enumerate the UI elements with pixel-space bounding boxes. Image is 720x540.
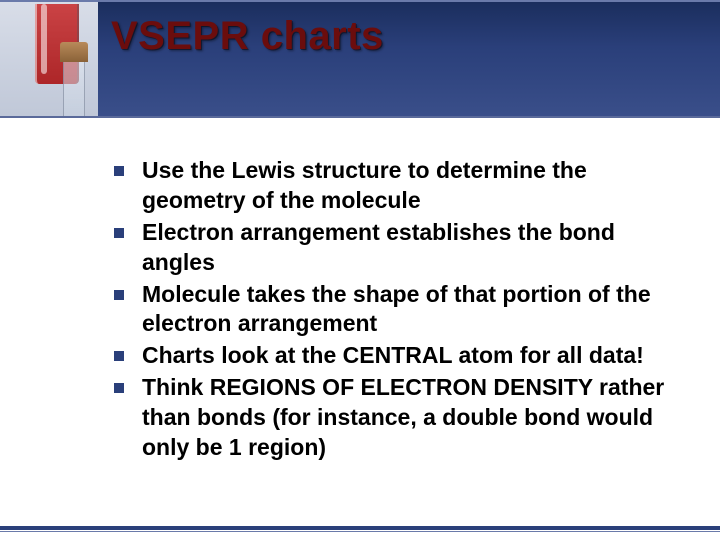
square-bullet-icon bbox=[114, 383, 124, 393]
list-item: Molecule takes the shape of that portion… bbox=[114, 280, 674, 340]
header-top-accent bbox=[0, 0, 720, 2]
list-item: Electron arrangement establishes the bon… bbox=[114, 218, 674, 278]
footer-accent bbox=[0, 526, 720, 530]
square-bullet-icon bbox=[114, 290, 124, 300]
flask-stopper bbox=[60, 42, 88, 62]
bullet-text: Electron arrangement establishes the bon… bbox=[142, 218, 674, 278]
bullet-text: Molecule takes the shape of that portion… bbox=[142, 280, 674, 340]
bullet-text: Think REGIONS OF ELECTRON DENSITY rather… bbox=[142, 373, 674, 463]
list-item: Use the Lewis structure to determine the… bbox=[114, 156, 674, 216]
bullet-text: Use the Lewis structure to determine the… bbox=[142, 156, 674, 216]
bullet-list: Use the Lewis structure to determine the… bbox=[114, 156, 674, 465]
flask-neck bbox=[63, 60, 85, 116]
square-bullet-icon bbox=[114, 166, 124, 176]
slide-title: VSEPR charts bbox=[111, 14, 384, 59]
flask-image bbox=[0, 2, 98, 116]
square-bullet-icon bbox=[114, 351, 124, 361]
bullet-text: Charts look at the CENTRAL atom for all … bbox=[142, 341, 644, 371]
header-bottom-accent bbox=[0, 116, 720, 118]
list-item: Charts look at the CENTRAL atom for all … bbox=[114, 341, 674, 371]
list-item: Think REGIONS OF ELECTRON DENSITY rather… bbox=[114, 373, 674, 463]
square-bullet-icon bbox=[114, 228, 124, 238]
